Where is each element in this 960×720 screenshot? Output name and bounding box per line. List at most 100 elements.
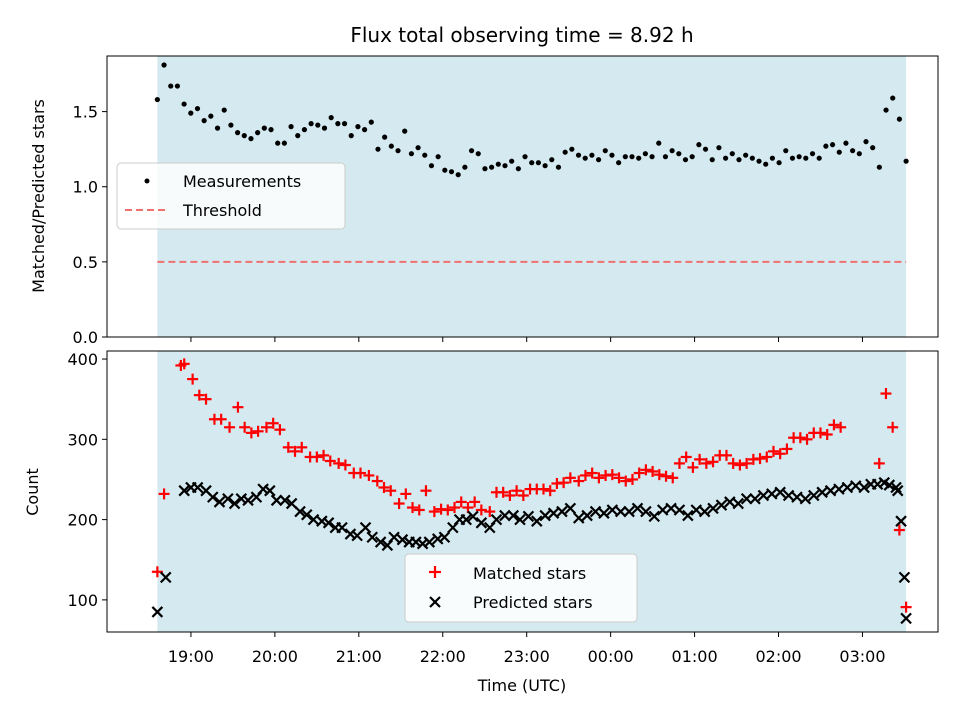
matched-star-point (393, 498, 405, 510)
measurement-point (763, 161, 769, 167)
predicted-star-point (191, 481, 204, 494)
matched-star-point (900, 601, 912, 613)
predicted-star-point (270, 494, 283, 507)
x-tick-label: 03:00 (839, 647, 885, 666)
measurement-point (816, 155, 822, 161)
matched-star-point (455, 496, 467, 508)
matched-star-point (371, 475, 383, 487)
matched-star-point (573, 475, 585, 487)
measurement-point (181, 101, 187, 107)
matched-star-point (158, 488, 170, 500)
measurement-point (636, 155, 642, 161)
legend-matched-label: Matched stars (473, 564, 586, 583)
x-tick-label: 23:00 (504, 647, 550, 666)
measurement-point (248, 136, 254, 142)
predicted-star-point (410, 536, 422, 548)
legend-measurements-label: Measurements (183, 172, 301, 191)
measurement-point (789, 155, 796, 161)
predicted-star-point (564, 502, 577, 515)
measurement-point (575, 152, 582, 158)
predicted-star-point (242, 494, 254, 507)
predicted-star-point (206, 491, 219, 503)
matched-star-point (707, 456, 719, 468)
measurement-point (756, 158, 762, 164)
predicted-star-point (499, 509, 511, 522)
predicted-star-point (257, 483, 269, 495)
matched-star-point (400, 488, 412, 500)
predicted-star-point (374, 536, 387, 548)
legend-measurements-marker (144, 178, 150, 184)
predicted-star-point (707, 502, 719, 515)
measurements-series (154, 62, 909, 178)
matched-star-point (653, 469, 665, 481)
predicted-star-point (388, 531, 400, 544)
measurement-point (509, 158, 515, 164)
measurement-point (355, 124, 361, 130)
measurement-point (448, 169, 455, 175)
measurement-point (823, 143, 829, 149)
matched-star-point (449, 502, 461, 514)
predicted-star-point (858, 481, 870, 494)
measurement-point (161, 62, 167, 68)
predicted-star-point (774, 486, 786, 499)
measurement-point (709, 157, 715, 163)
matched-star-point (640, 464, 652, 476)
matched-star-point (564, 472, 576, 484)
matched-star-point (200, 393, 212, 405)
measurement-point (214, 125, 221, 131)
measurement-point (489, 164, 495, 170)
matched-star-point (333, 457, 345, 469)
chart-title: Flux total observing time = 8.92 h (350, 23, 693, 47)
matched-star-point (593, 472, 605, 484)
measurement-point (836, 149, 842, 155)
predicted-star-point (438, 531, 451, 544)
measurement-point (622, 154, 628, 160)
matched-star-point (282, 441, 294, 453)
measurement-point (749, 155, 755, 161)
x-tick-label: 00:00 (588, 647, 634, 666)
measurement-point (502, 163, 508, 169)
matched-star-point (232, 401, 244, 413)
measurement-point (281, 140, 287, 146)
measurement-point (468, 148, 475, 154)
predicted-star-point (682, 509, 694, 522)
bottom-y-ticks: 100 200 300 400 (67, 350, 107, 610)
matched-star-point (558, 477, 570, 489)
measurement-point (903, 158, 909, 164)
matched-star-point (324, 455, 336, 467)
measurement-point (602, 148, 608, 154)
bottom-legend: Matched stars Predicted stars (404, 553, 638, 623)
measurement-point (829, 142, 836, 148)
bottom-panel: 100 200 300 400 19:00 20:00 21:00 22:00 23:00 00… (23, 350, 939, 695)
measurement-point (362, 127, 368, 133)
measurement-point (876, 164, 882, 170)
top-axes-frame (106, 55, 939, 338)
measurement-point (569, 146, 575, 152)
matched-star-point (754, 453, 766, 465)
matched-star-point (462, 502, 474, 514)
measurement-point (796, 154, 802, 160)
predicted-star-point (423, 536, 436, 548)
measurement-point (883, 107, 889, 113)
measurement-point (515, 166, 521, 172)
measurement-point (723, 155, 729, 161)
matched-star-point (647, 465, 659, 477)
predicted-star-point (799, 492, 812, 505)
predicted-star-point (556, 505, 568, 518)
predicted-star-point (598, 507, 610, 519)
measurement-point (255, 130, 261, 136)
matched-star-point (606, 469, 618, 481)
measurement-point (241, 133, 247, 139)
matched-star-point (354, 467, 366, 479)
predicted-star-point (235, 492, 248, 505)
bottom-x-ticks: 19:00 20:00 21:00 22:00 23:00 00:00 01:00 02:00… (168, 632, 886, 666)
matched-star-point (442, 504, 454, 516)
matched-stars-series (151, 358, 912, 613)
matched-star-point (484, 506, 496, 518)
matched-star-point (267, 417, 279, 429)
matched-star-point (475, 504, 487, 516)
measurement-point (702, 146, 709, 152)
x-axis-label: Time (UTC) (477, 676, 566, 695)
measurement-point (890, 95, 896, 101)
matched-star-point (378, 481, 390, 493)
